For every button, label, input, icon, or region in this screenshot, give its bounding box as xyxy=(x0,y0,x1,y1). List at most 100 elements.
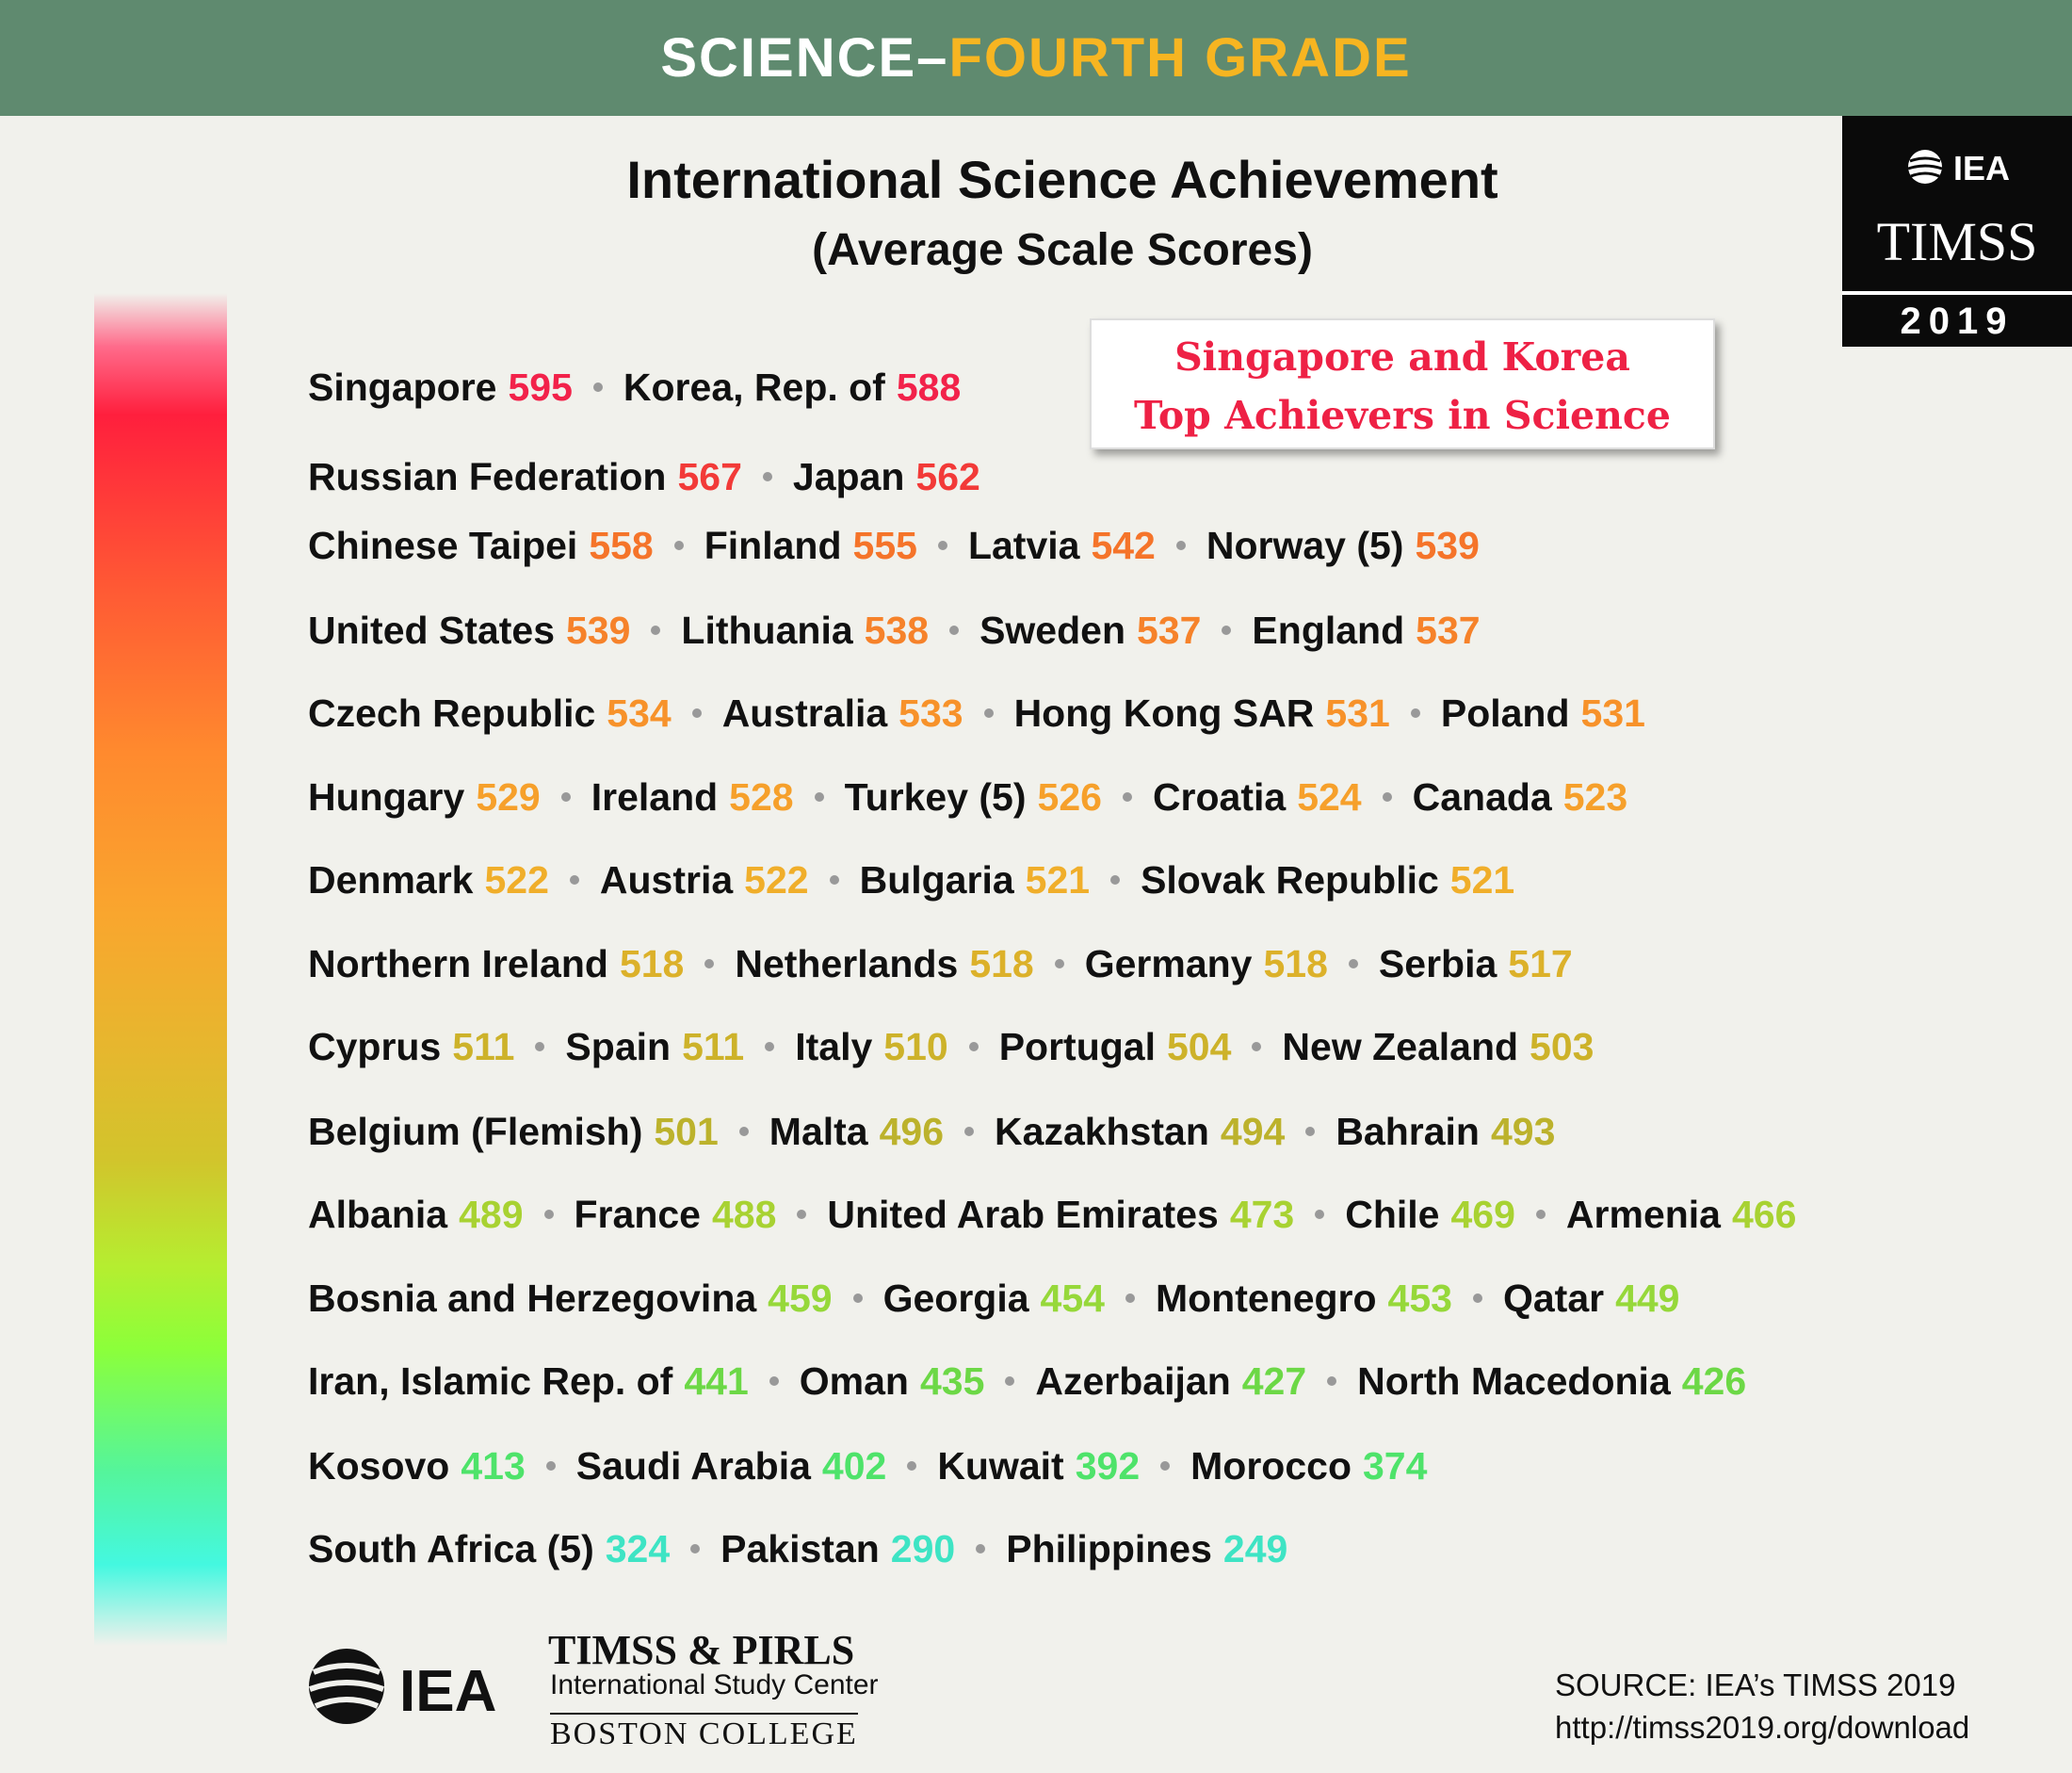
separator-dot xyxy=(1348,959,1358,968)
country-name: Japan xyxy=(792,455,905,498)
footer-center: TIMSS & PIRLS xyxy=(548,1627,855,1673)
country-score: 531 xyxy=(1325,691,1390,735)
country-score: 488 xyxy=(711,1193,777,1236)
country-name: Oman xyxy=(799,1359,909,1403)
country-score: 537 xyxy=(1137,609,1202,652)
country-score: 503 xyxy=(1530,1025,1594,1068)
country-name: Sweden xyxy=(979,609,1125,652)
country-score: 511 xyxy=(452,1025,515,1068)
separator-dot xyxy=(545,1461,556,1471)
logo-org-text: IEA xyxy=(1952,149,2010,187)
country-score: 531 xyxy=(1580,691,1645,735)
country-score: 435 xyxy=(919,1359,985,1403)
separator-dot xyxy=(907,1461,917,1471)
country-score: 528 xyxy=(729,775,794,819)
country-name: Morocco xyxy=(1190,1444,1352,1488)
country-name: Chile xyxy=(1345,1193,1440,1236)
logo-org: IEA xyxy=(1842,148,2072,188)
iea-globe xyxy=(308,1649,385,1724)
country-score: 555 xyxy=(852,524,917,567)
separator-dot xyxy=(691,708,702,718)
country-score: 558 xyxy=(589,524,654,567)
country-name: Germany xyxy=(1084,942,1253,985)
country-score: 402 xyxy=(821,1444,887,1488)
country-score: 494 xyxy=(1220,1110,1286,1153)
separator-dot xyxy=(1535,1210,1546,1219)
globe-icon xyxy=(1907,150,1943,184)
separator-dot xyxy=(1305,1127,1316,1136)
subtitle: (Average Scale Scores) xyxy=(812,225,1313,275)
score-row: Hungary 529 Ireland 528 Turkey (5) 526 Croatia… xyxy=(308,769,1627,825)
separator-dot xyxy=(738,1127,749,1136)
separator-dot xyxy=(1122,792,1132,802)
separator-dot xyxy=(690,1544,701,1553)
country-name: Armenia xyxy=(1565,1193,1721,1236)
source-url: http://timss2019.org/download xyxy=(1555,1710,1970,1745)
country-name: Latvia xyxy=(967,524,1080,567)
country-name: Azerbaijan xyxy=(1035,1359,1231,1403)
country-name: Pakistan xyxy=(720,1527,880,1570)
country-name: Canada xyxy=(1412,775,1552,819)
country-name: Czech Republic xyxy=(308,691,596,735)
country-score: 459 xyxy=(768,1277,833,1320)
country-name: Lithuania xyxy=(681,609,853,652)
country-score: 392 xyxy=(1075,1444,1141,1488)
country-name: Denmark xyxy=(308,858,474,902)
separator-dot xyxy=(769,1376,779,1386)
country-name: Kosovo xyxy=(308,1444,450,1488)
country-score: 521 xyxy=(1025,858,1091,902)
separator-dot xyxy=(569,875,579,885)
separator-dot xyxy=(1110,875,1121,885)
score-row: Northern Ireland 518 Netherlands 518 Germany… xyxy=(308,935,1573,992)
separator-dot xyxy=(1054,959,1064,968)
country-name: Hungary xyxy=(308,775,465,819)
country-name: Bulgaria xyxy=(859,858,1014,902)
country-score: 537 xyxy=(1416,609,1481,652)
country-name: Portugal xyxy=(998,1025,1156,1068)
color-gradient-bar xyxy=(94,293,227,1646)
header-bar: SCIENCE–FOURTH GRADE xyxy=(0,0,2072,116)
score-row: Singapore 595 Korea, Rep. of 588 xyxy=(308,359,961,415)
score-row: Belgium (Flemish) 501 Malta 496 Kazakhstan 49… xyxy=(308,1103,1555,1160)
country-name: Spain xyxy=(565,1025,672,1068)
country-score: 539 xyxy=(1415,524,1480,567)
country-score: 489 xyxy=(459,1193,524,1236)
country-name: England xyxy=(1252,609,1405,652)
country-score: 324 xyxy=(605,1527,671,1570)
score-row: Denmark 522 Austria 522 Bulgaria 521 Slovak Re… xyxy=(308,852,1514,908)
score-row: Bosnia and Herzegovina 459 Georgia 454 Monte… xyxy=(308,1270,1680,1326)
country-name: Kuwait xyxy=(937,1444,1064,1488)
separator-dot xyxy=(797,1210,807,1219)
country-name: Serbia xyxy=(1378,942,1497,985)
separator-dot xyxy=(1382,792,1392,802)
country-name: United Arab Emirates xyxy=(827,1193,1219,1236)
country-name: Malta xyxy=(769,1110,868,1153)
source: SOURCE: IEA’s TIMSS 2019 xyxy=(1555,1667,1956,1702)
country-score: 526 xyxy=(1037,775,1102,819)
country-name: Poland xyxy=(1440,691,1570,735)
separator-dot xyxy=(949,626,960,635)
score-row: South Africa (5) 324 Pakistan 290 Philippine… xyxy=(308,1521,1287,1577)
country-name: Austria xyxy=(599,858,734,902)
country-score: 504 xyxy=(1166,1025,1232,1068)
country-name: Georgia xyxy=(882,1277,1029,1320)
country-score: 522 xyxy=(484,858,549,902)
country-score: 539 xyxy=(566,609,631,652)
header-grade: FOURTH GRADE xyxy=(948,27,1412,89)
country-score: 466 xyxy=(1731,1193,1797,1236)
separator-dot xyxy=(651,626,661,635)
separator-dot xyxy=(968,1042,979,1051)
country-name: Albania xyxy=(308,1193,448,1236)
score-row: Cyprus 511 Spain 511 Italy 510 Portugal 504 New … xyxy=(308,1018,1594,1075)
country-score: 441 xyxy=(684,1359,749,1403)
separator-dot xyxy=(1005,1376,1015,1386)
callout-line: Singapore and Korea xyxy=(1174,334,1630,380)
callout-box: Singapore and Korea Top Achievers in Scie… xyxy=(1090,318,1715,449)
country-score: 511 xyxy=(682,1025,745,1068)
country-name: Saudi Arabia xyxy=(575,1444,811,1488)
country-name: Belgium (Flemish) xyxy=(308,1110,643,1153)
country-score: 427 xyxy=(1241,1359,1307,1403)
separator-dot xyxy=(1472,1293,1482,1303)
country-score: 473 xyxy=(1229,1193,1295,1236)
